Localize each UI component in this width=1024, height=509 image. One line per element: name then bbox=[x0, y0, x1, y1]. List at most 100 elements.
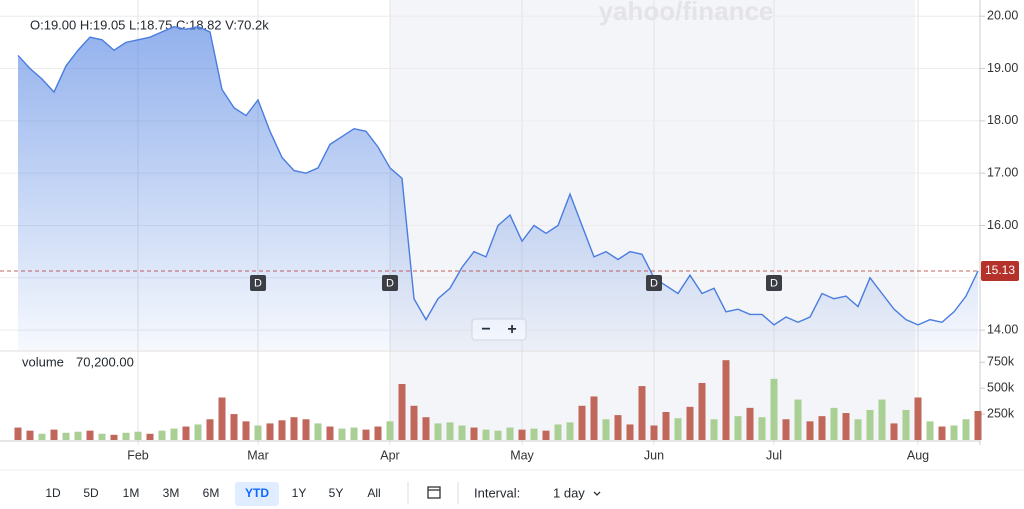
volume-bar bbox=[926, 421, 934, 440]
y-tick-label: 250k bbox=[987, 406, 1015, 420]
volume-bar bbox=[98, 433, 106, 440]
volume-bar bbox=[158, 430, 166, 440]
watermark: yahoo/finance bbox=[599, 0, 774, 26]
x-tick-label: Mar bbox=[247, 448, 269, 462]
range-button[interactable]: 3M bbox=[163, 486, 180, 500]
range-button[interactable]: 5D bbox=[83, 486, 99, 500]
volume-bar bbox=[362, 429, 370, 440]
calendar-button[interactable] bbox=[427, 486, 441, 499]
volume-bar bbox=[554, 424, 562, 440]
range-button[interactable]: YTD bbox=[245, 486, 269, 500]
y-tick-label: 16.00 bbox=[987, 218, 1018, 232]
volume-bar bbox=[374, 426, 382, 440]
volume-bar bbox=[146, 433, 154, 440]
volume-bar bbox=[854, 419, 862, 440]
range-button[interactable]: 6M bbox=[203, 486, 220, 500]
volume-bar bbox=[842, 413, 850, 440]
dividend-label: D bbox=[254, 277, 262, 289]
volume-bar bbox=[314, 423, 322, 440]
y-tick-label: 17.00 bbox=[987, 165, 1018, 179]
volume-bar bbox=[566, 422, 574, 440]
y-tick-label: 19.00 bbox=[987, 61, 1018, 75]
volume-bar bbox=[722, 360, 730, 440]
volume-bar bbox=[878, 399, 886, 440]
y-tick-label: 750k bbox=[987, 355, 1015, 369]
volume-bar bbox=[794, 399, 802, 440]
last-price-tag bbox=[981, 261, 1019, 282]
interval-select[interactable]: 1 day bbox=[553, 485, 585, 500]
volume-bar bbox=[938, 426, 946, 440]
volume-bar bbox=[542, 430, 550, 440]
volume-bar bbox=[38, 433, 46, 440]
volume-bar bbox=[590, 396, 598, 440]
volume-bar bbox=[506, 427, 514, 440]
volume-bar bbox=[578, 405, 586, 440]
volume-bar bbox=[626, 424, 634, 440]
dividend-marker bbox=[250, 275, 266, 291]
volume-bar bbox=[422, 417, 430, 440]
volume-bar bbox=[14, 427, 22, 440]
volume-bar bbox=[974, 410, 982, 440]
dividend-marker bbox=[766, 275, 782, 291]
volume-bar bbox=[398, 384, 406, 440]
volume-bar bbox=[602, 419, 610, 440]
dividend-marker bbox=[382, 275, 398, 291]
volume-value: 70,200.00 bbox=[76, 354, 134, 369]
volume-bar bbox=[410, 405, 418, 440]
volume-bar bbox=[182, 426, 190, 440]
volume-bar bbox=[50, 429, 58, 440]
volume-bar bbox=[806, 421, 814, 440]
range-button[interactable]: 5Y bbox=[329, 486, 344, 500]
volume-bar bbox=[26, 430, 34, 440]
x-tick-label: Jun bbox=[644, 448, 664, 462]
volume-bar bbox=[950, 425, 958, 440]
y-tick-label: 14.00 bbox=[987, 322, 1018, 336]
volume-bar bbox=[530, 428, 538, 440]
volume-bar bbox=[218, 397, 226, 440]
volume-bar bbox=[122, 432, 130, 440]
volume-bar bbox=[290, 417, 298, 440]
volume-bar bbox=[266, 423, 274, 440]
price-line bbox=[17, 25, 979, 326]
calendar-icon bbox=[427, 486, 441, 499]
volume-bar bbox=[650, 425, 658, 440]
volume-bar bbox=[242, 421, 250, 440]
volume-bar bbox=[890, 423, 898, 440]
volume-bar bbox=[614, 415, 622, 440]
x-tick-label: Apr bbox=[380, 448, 399, 462]
dividend-marker bbox=[646, 275, 662, 291]
volume-bar bbox=[494, 430, 502, 440]
volume-bar bbox=[206, 419, 214, 440]
volume-bar bbox=[662, 412, 670, 440]
ohlc-legend: O:19.00 H:19.05 L:18.75 C:18.82 V:70.2k bbox=[30, 17, 269, 32]
volume-bar bbox=[470, 427, 478, 440]
volume-bar bbox=[386, 421, 394, 440]
volume-title: volume bbox=[22, 354, 64, 369]
volume-bar bbox=[902, 409, 910, 440]
volume-bar bbox=[782, 419, 790, 440]
volume-bar bbox=[482, 429, 490, 440]
dividend-label: D bbox=[650, 277, 658, 289]
volume-bar bbox=[350, 427, 358, 440]
volume-bar bbox=[230, 414, 238, 440]
volume-bar bbox=[458, 425, 466, 440]
range-button[interactable]: 1Y bbox=[292, 486, 307, 500]
period-shade bbox=[390, 0, 915, 440]
volume-bar bbox=[326, 426, 334, 440]
area-fill bbox=[18, 26, 978, 351]
dividend-label: D bbox=[770, 277, 778, 289]
last-price-label: 15.13 bbox=[985, 263, 1015, 277]
range-button[interactable]: 1M bbox=[123, 486, 140, 500]
volume-bar bbox=[746, 407, 754, 440]
volume-bar bbox=[962, 419, 970, 440]
range-button[interactable]: 1D bbox=[45, 486, 61, 500]
volume-bar bbox=[86, 430, 94, 440]
volume-bar bbox=[698, 382, 706, 440]
volume-bar bbox=[866, 409, 874, 440]
volume-bar bbox=[62, 432, 70, 440]
volume-bar bbox=[170, 428, 178, 440]
volume-bar bbox=[74, 431, 82, 440]
range-button[interactable]: All bbox=[367, 486, 380, 500]
volume-bar bbox=[758, 417, 766, 440]
